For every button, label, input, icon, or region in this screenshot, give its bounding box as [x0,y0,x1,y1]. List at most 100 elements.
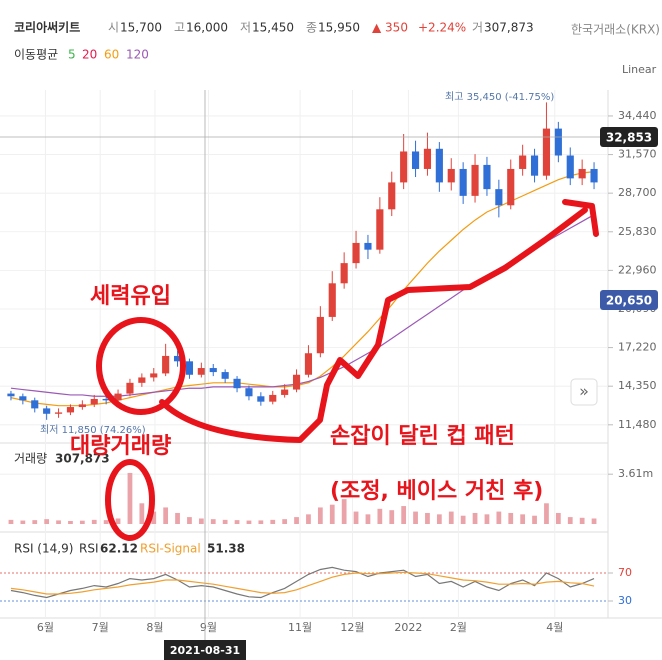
volume-bar [44,519,50,524]
volume-bar [91,519,97,524]
candle-body [78,404,86,408]
candle-body [173,355,182,362]
volume-bar [365,514,371,524]
x-tick-label: 6월 [37,621,54,634]
ma-legend-item: 5 [68,48,76,62]
volume-bar [79,520,85,524]
volume-bar [294,517,299,524]
candle-body [257,396,265,402]
stat-label: 저 [240,21,251,35]
volume-bar [472,512,478,524]
volume-bar [532,515,537,524]
volume-bar [282,519,288,524]
volume-bar [353,511,359,524]
volume-bar [8,519,14,524]
exchange: 한국거래소(KRX) [571,23,660,37]
volume-title: 거래량 [14,452,47,466]
candle-body [364,242,372,250]
stat-value: 16,000 [186,21,228,35]
volume-bar [329,504,335,524]
stat-value: 307,873 [484,21,534,35]
signal-label: RSI-Signal [140,542,201,556]
volume-bar [436,514,442,524]
volume-bar [555,512,561,524]
volume-bar [377,508,383,524]
y-tick-label: 31,570 [618,148,657,161]
candle-body [507,168,515,206]
volume-bar [246,520,252,524]
volume-bar [567,517,573,524]
series-line [10,571,595,595]
stats: 시 15,700 고 16,000 저 15,450 종 15,950 ▲ 350 +2.24% 거… [108,21,534,35]
candle-body [90,398,98,405]
plot: 11,48014,35017,22020,09022,96025,83028,7… [0,90,657,634]
candle-body [233,378,241,389]
volume-value: 307,873 [55,452,110,466]
y-tick-label: 25,830 [618,225,657,238]
volume-bar [20,520,26,524]
stat-value: 15,450 [252,21,294,35]
annotation: 손잡이 달린 컵 패턴 [330,424,515,449]
annotation: 세력유입 [90,284,171,309]
candle-body [495,189,503,206]
candle-body [292,374,301,390]
volume-bar [115,518,121,524]
high-note: 최고 35,450 (-41.75%) [445,91,554,103]
candle-body [269,394,277,402]
candle-body [221,372,229,379]
x-tick-label: 9월 [200,621,217,634]
candle-body [162,355,170,374]
candle-body [304,353,313,375]
ma-title: 이동평균 [14,48,58,62]
annotation-drawing [96,199,599,541]
candle-body [138,377,146,383]
x-tick-label: 12월 [340,621,364,634]
low-note: 최저 11,850 (74.26%) [40,424,146,436]
stat-label: 종 [306,21,317,35]
volume-bar [520,514,526,524]
candle-body [590,168,598,183]
candle-body [19,396,27,401]
x-tick-label: 8월 [146,621,163,634]
date-badge [164,640,246,660]
y-tick-label: 3.61m [618,467,653,480]
scale-mode[interactable]: Linear [622,63,657,76]
date-badge-text: 2021-08-31 [170,644,240,657]
stock-name: 코리아써키트 [14,20,80,35]
candle-body [388,182,396,210]
stat-label: 고 [174,21,185,35]
volume-bar [175,512,180,524]
candle-body [66,407,75,413]
arrow-head [562,199,599,237]
circle-inflow [96,317,186,415]
volume-bar [448,511,454,524]
candle-body [423,148,432,169]
volume-bar [151,511,157,524]
x-tick-label: 4월 [546,621,563,634]
candle-body [376,209,384,250]
y-tick-label: 30 [618,594,632,607]
volume-bar [413,511,418,524]
volume-bar [234,520,240,524]
stat-value: 15,700 [120,21,162,35]
expand-icon[interactable]: » [579,382,589,401]
y-tick-label: 17,220 [618,341,657,354]
ma-legend-item: 120 [126,48,149,62]
ma-legend-item: 20 [82,48,97,62]
volume-bar [198,518,204,524]
ma-legend-item: 60 [104,48,119,62]
candle-body [281,389,289,395]
x-tick-label: 2월 [450,621,467,634]
volume-bar [484,514,490,524]
candle-body [43,408,51,414]
candle-body [530,155,539,176]
candle-body [578,168,586,179]
expand-button[interactable] [570,378,598,406]
candle-body [435,148,443,183]
volume-bar [317,507,323,524]
circle-volume [105,459,155,541]
candle-body [471,164,479,196]
candle-body [245,388,253,397]
change-pct: +2.24% [418,21,466,35]
